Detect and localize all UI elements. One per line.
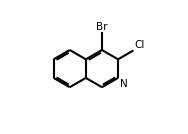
Text: Br: Br bbox=[96, 22, 108, 31]
Text: Cl: Cl bbox=[135, 40, 145, 50]
Text: N: N bbox=[120, 79, 128, 89]
